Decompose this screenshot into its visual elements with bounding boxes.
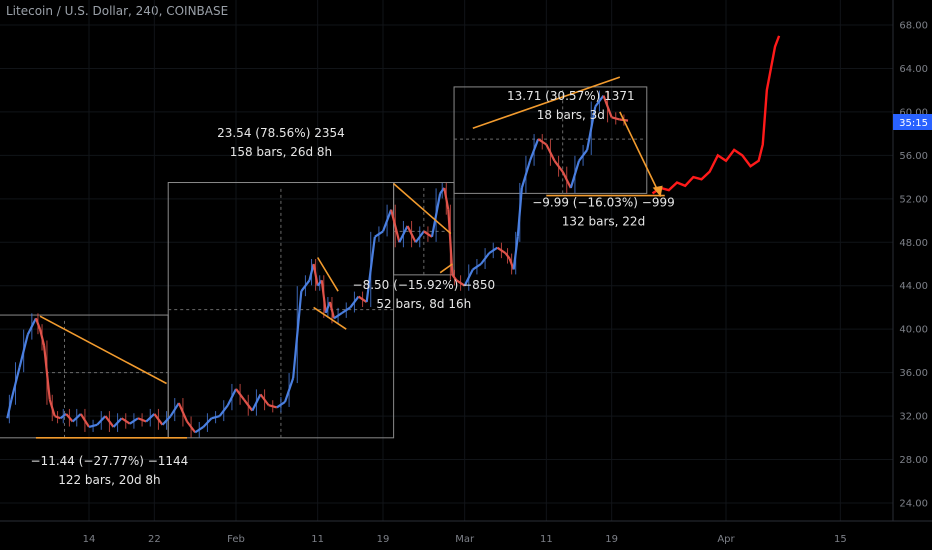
trend-line[interactable]: [439, 263, 453, 274]
x-tick-label: 22: [148, 534, 161, 545]
trend-line[interactable]: [39, 315, 167, 385]
x-tick-label: Mar: [455, 534, 475, 545]
x-tick-label: Apr: [717, 534, 735, 545]
y-tick-label: 68.00: [899, 21, 928, 32]
trend-line[interactable]: [619, 111, 662, 197]
price-badge-label: 35:15: [899, 118, 928, 129]
y-tick-label: 40.00: [899, 325, 928, 336]
measurement-label: 13.71 (30.57%) 1371: [507, 89, 635, 103]
measurement-bars-label: 158 bars, 26d 8h: [230, 145, 332, 159]
y-tick-label: 28.00: [899, 455, 928, 466]
measurement-bars-label: 122 bars, 20d 8h: [58, 473, 160, 487]
x-tick-label: 11: [311, 534, 324, 545]
y-tick-label: 32.00: [899, 412, 928, 423]
measurement-bars-label: 18 bars, 3d: [537, 108, 605, 122]
price-badge: [893, 114, 932, 130]
y-tick-label: 52.00: [899, 194, 928, 205]
x-tick-label: 14: [83, 534, 96, 545]
measurement-label: 23.54 (78.56%) 2354: [217, 126, 345, 140]
y-tick-label: 60.00: [899, 107, 928, 118]
x-tick-label: 19: [605, 534, 618, 545]
y-tick-label: 56.00: [899, 151, 928, 162]
measurement-label: −9.99 (−16.03%) −999: [532, 195, 675, 209]
trend-arrowhead: [652, 185, 663, 197]
x-tick-label: 19: [377, 534, 390, 545]
trend-line[interactable]: [313, 306, 347, 330]
projection-line[interactable]: [651, 35, 781, 195]
x-tick-label: Feb: [227, 534, 245, 545]
y-tick-label: 44.00: [899, 281, 928, 292]
trend-line[interactable]: [472, 76, 621, 129]
trend-line[interactable]: [316, 257, 339, 292]
y-tick-label: 48.00: [899, 238, 928, 249]
measurement-label: −11.44 (−27.77%) −1144: [31, 454, 189, 468]
measurement-box[interactable]: [453, 86, 648, 194]
chart-title: Litecoin / U.S. Dollar, 240, COINBASE: [6, 4, 229, 18]
measurement-bars-label: 132 bars, 22d: [562, 214, 645, 228]
trend-line[interactable]: [393, 183, 452, 235]
y-tick-label: 64.00: [899, 64, 928, 75]
y-tick-label: 36.00: [899, 368, 928, 379]
measurement-label: −8.50 (−15.92%) −850: [353, 278, 496, 292]
y-tick-label: 24.00: [899, 499, 928, 510]
measurement-bars-label: 52 bars, 8d 16h: [376, 297, 471, 311]
x-tick-label: 15: [834, 534, 847, 545]
x-tick-label: 11: [540, 534, 553, 545]
